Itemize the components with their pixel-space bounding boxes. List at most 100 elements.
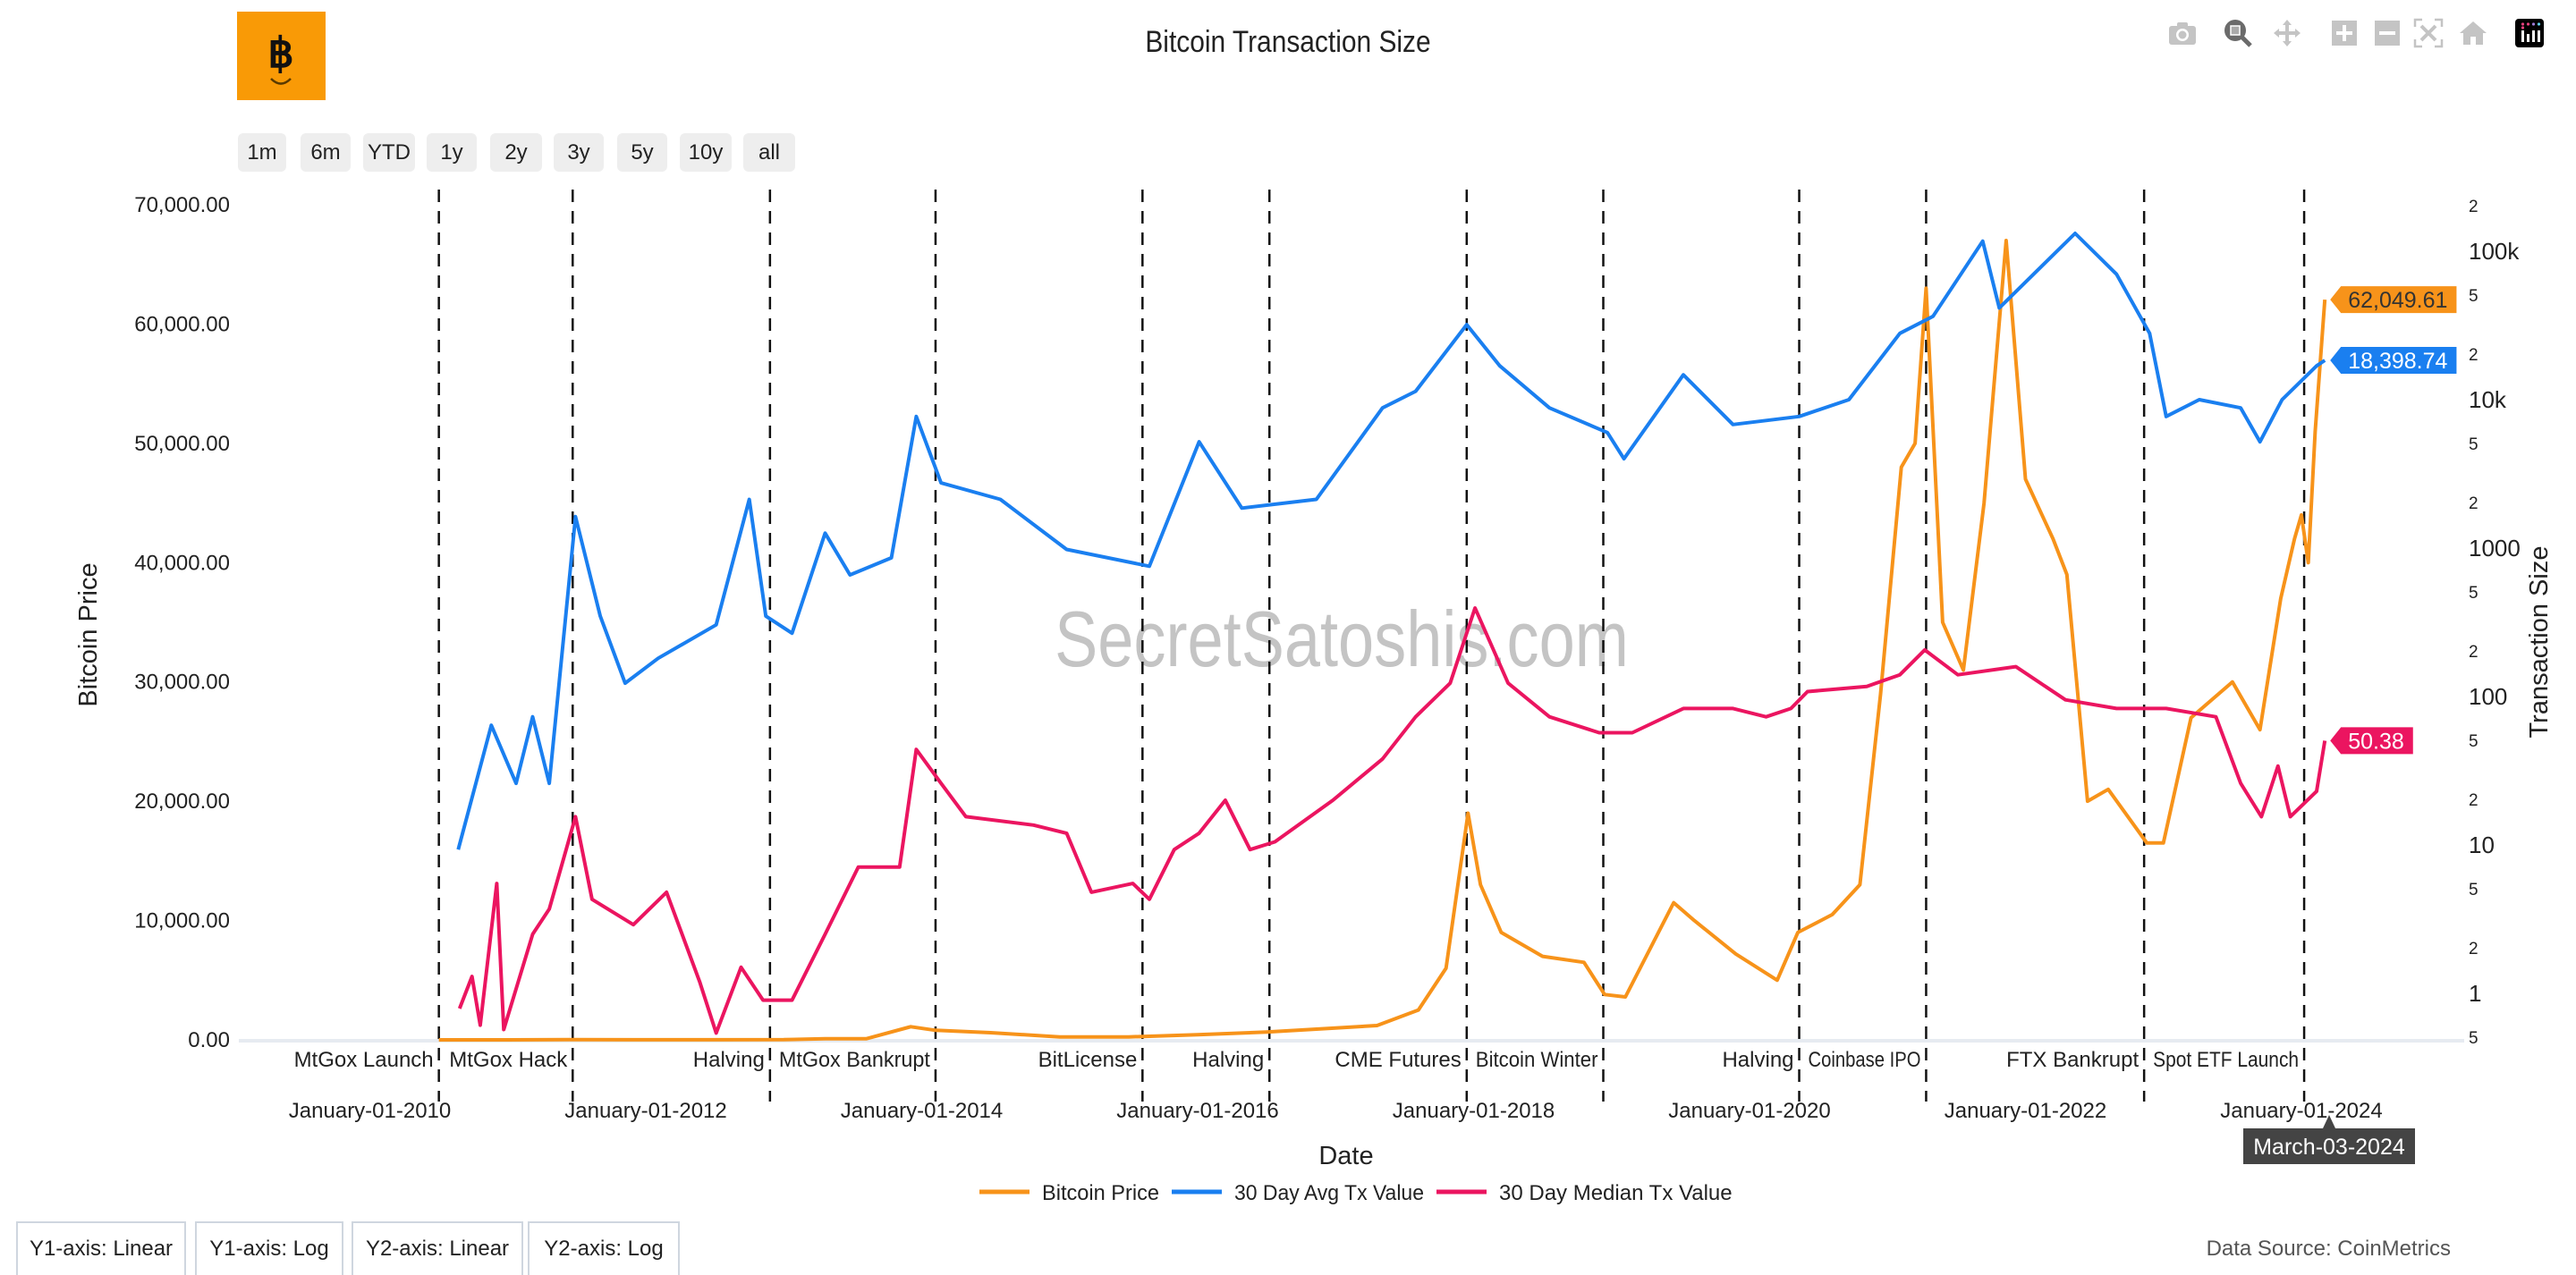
y2-tick-label: 2 — [2469, 791, 2479, 810]
last-value-label: 18,398.74 — [2330, 347, 2457, 375]
hover-date-label: March-03-2024 — [2253, 1135, 2405, 1160]
y2-tick-label: 2 — [2469, 494, 2479, 513]
x-tick-label: January-01-2016 — [1116, 1099, 1278, 1123]
event-label: Bitcoin Winter — [1476, 1048, 1598, 1072]
y2-tick-label: 1000 — [2469, 535, 2521, 562]
y2-tick-label: 10k — [2469, 386, 2507, 413]
event-label: Halving — [1722, 1048, 1793, 1072]
range-button-6m[interactable]: 6m — [301, 133, 351, 172]
x-tick-label: January-01-2010 — [289, 1099, 451, 1123]
x-tick-label: January-01-2014 — [841, 1099, 1003, 1123]
reset-axes-icon[interactable] — [2458, 18, 2488, 48]
y2-tick-label: 2 — [2469, 940, 2479, 958]
pan-icon[interactable] — [2272, 18, 2302, 48]
zoom-icon[interactable] — [2223, 18, 2253, 48]
x-tick-label: January-01-2018 — [1393, 1099, 1555, 1123]
last-value-label: 62,049.61 — [2330, 286, 2457, 314]
event-label: CME Futures — [1335, 1048, 1461, 1072]
y-tick-label: 0.00 — [188, 1028, 230, 1052]
svg-text:50.38: 50.38 — [2348, 729, 2404, 754]
y2-tick-label: 5 — [2469, 881, 2479, 899]
y-tick-label: 50,000.00 — [134, 432, 230, 456]
event-label: Spot ETF Launch — [2153, 1048, 2299, 1072]
legend-item[interactable]: 30 Day Median Tx Value — [1436, 1181, 1733, 1205]
y-tick-label: 30,000.00 — [134, 671, 230, 695]
event-markers: MtGox Launch MtGox Hack Halving MtGox Bankr… — [294, 190, 2306, 1102]
range-button-1m[interactable]: 1m — [238, 133, 286, 172]
y2-tick-label: 2 — [2469, 643, 2479, 662]
svg-text:30 Day Median Tx Value: 30 Day Median Tx Value — [1499, 1181, 1733, 1205]
y2-axis-title: Transaction Size — [2525, 546, 2554, 739]
event-label: BitLicense — [1038, 1048, 1138, 1072]
data-source-label: Data Source: CoinMetrics — [2206, 1237, 2451, 1261]
last-value-label: 50.38 — [2330, 727, 2413, 755]
svg-text:62,049.61: 62,049.61 — [2348, 288, 2447, 313]
watermark: SecretSatoshis.com — [1055, 595, 1629, 683]
series-lines — [438, 232, 2327, 1042]
y-axis-ticks: 0.00 10,000.00 20,000.00 30,000.00 40,000.00… — [134, 193, 230, 1052]
y2-tick-label: 1 — [2469, 980, 2481, 1007]
range-button-1y[interactable]: 1y — [427, 133, 477, 172]
range-button-ytd[interactable]: YTD — [363, 133, 415, 172]
y2-tick-label: 10 — [2469, 832, 2495, 858]
median-tx-value-line[interactable] — [457, 606, 2327, 1035]
y-tick-label: 70,000.00 — [134, 193, 230, 217]
tab-y1-linear[interactable]: Y1-axis: Linear — [16, 1221, 186, 1275]
y2-tick-label: 5 — [2469, 435, 2479, 454]
hover-date-tooltip: March-03-2024 — [2243, 1115, 2415, 1164]
svg-text:18,398.74: 18,398.74 — [2348, 349, 2447, 374]
y-tick-label: 20,000.00 — [134, 789, 230, 814]
y2-tick-label: 2 — [2469, 346, 2479, 365]
bitcoin-smiley-icon: ฿ — [267, 30, 294, 85]
y-axis-title: Bitcoin Price — [74, 562, 103, 706]
x-axis-title: Date — [1318, 1142, 1373, 1170]
range-button-10y[interactable]: 10y — [680, 133, 732, 172]
x-axis-ticks: January-01-2010 January-01-2012 January-01… — [289, 1099, 2383, 1123]
x-tick-label: January-01-2024 — [2220, 1099, 2382, 1123]
event-label: Coinbase IPO — [1809, 1048, 1921, 1072]
event-label: FTX Bankrupt — [2006, 1048, 2139, 1072]
svg-text:30 Day Avg Tx Value: 30 Day Avg Tx Value — [1234, 1181, 1424, 1205]
page-title: Bitcoin Transaction Size — [1145, 25, 1431, 59]
x-tick-label: January-01-2022 — [1945, 1099, 2106, 1123]
y2-tick-label: 5 — [2469, 732, 2479, 751]
y-tick-label: 40,000.00 — [134, 551, 230, 575]
site-logo[interactable]: ฿ — [237, 12, 326, 100]
range-button-3y[interactable]: 3y — [554, 133, 604, 172]
legend-item[interactable]: Bitcoin Price — [979, 1181, 1159, 1205]
range-button-2y[interactable]: 2y — [490, 133, 542, 172]
svg-text:฿: ฿ — [267, 30, 293, 76]
range-button-5y[interactable]: 5y — [617, 133, 667, 172]
tab-y2-log[interactable]: Y2-axis: Log — [528, 1221, 680, 1275]
zoom-out-icon[interactable] — [2372, 18, 2402, 48]
zoom-in-icon[interactable] — [2329, 18, 2360, 48]
y2-tick-label: 100k — [2469, 238, 2520, 265]
event-label: Halving — [1192, 1048, 1264, 1072]
autoscale-icon[interactable] — [2413, 18, 2444, 48]
x-tick-label: January-01-2020 — [1668, 1099, 1830, 1123]
event-label: MtGox Hack — [449, 1048, 568, 1072]
y2-tick-label: 2 — [2469, 198, 2479, 216]
x-tick-label: January-01-2012 — [564, 1099, 726, 1123]
legend-item[interactable]: 30 Day Avg Tx Value — [1172, 1181, 1424, 1205]
y2-tick-label: 5 — [2469, 584, 2479, 603]
camera-icon[interactable] — [2167, 18, 2198, 48]
tab-y2-linear[interactable]: Y2-axis: Linear — [352, 1221, 523, 1275]
legend: Bitcoin Price 30 Day Avg Tx Value 30 Day M… — [979, 1181, 1733, 1205]
avg-tx-value-line[interactable] — [456, 232, 2326, 850]
tab-y1-log[interactable]: Y1-axis: Log — [195, 1221, 343, 1275]
range-button-all[interactable]: all — [743, 133, 795, 172]
event-label: MtGox Bankrupt — [779, 1048, 930, 1072]
y2-axis-ticks: 2 100k 5 2 10k 5 2 1000 5 2 100 5 2 10 5 2 1 5 — [2469, 198, 2521, 1048]
plotly-logo-icon[interactable] — [2514, 18, 2545, 48]
event-label: MtGox Launch — [294, 1048, 434, 1072]
svg-text:Bitcoin Price: Bitcoin Price — [1042, 1181, 1159, 1205]
y-tick-label: 60,000.00 — [134, 312, 230, 336]
bitcoin-price-line[interactable] — [438, 239, 2327, 1042]
last-value-labels: 62,049.61 18,398.74 50.38 — [2330, 286, 2457, 755]
y2-tick-label: 5 — [2469, 287, 2479, 306]
y-tick-label: 10,000.00 — [134, 909, 230, 933]
event-label: Halving — [693, 1048, 765, 1072]
y2-tick-label: 100 — [2469, 683, 2507, 710]
